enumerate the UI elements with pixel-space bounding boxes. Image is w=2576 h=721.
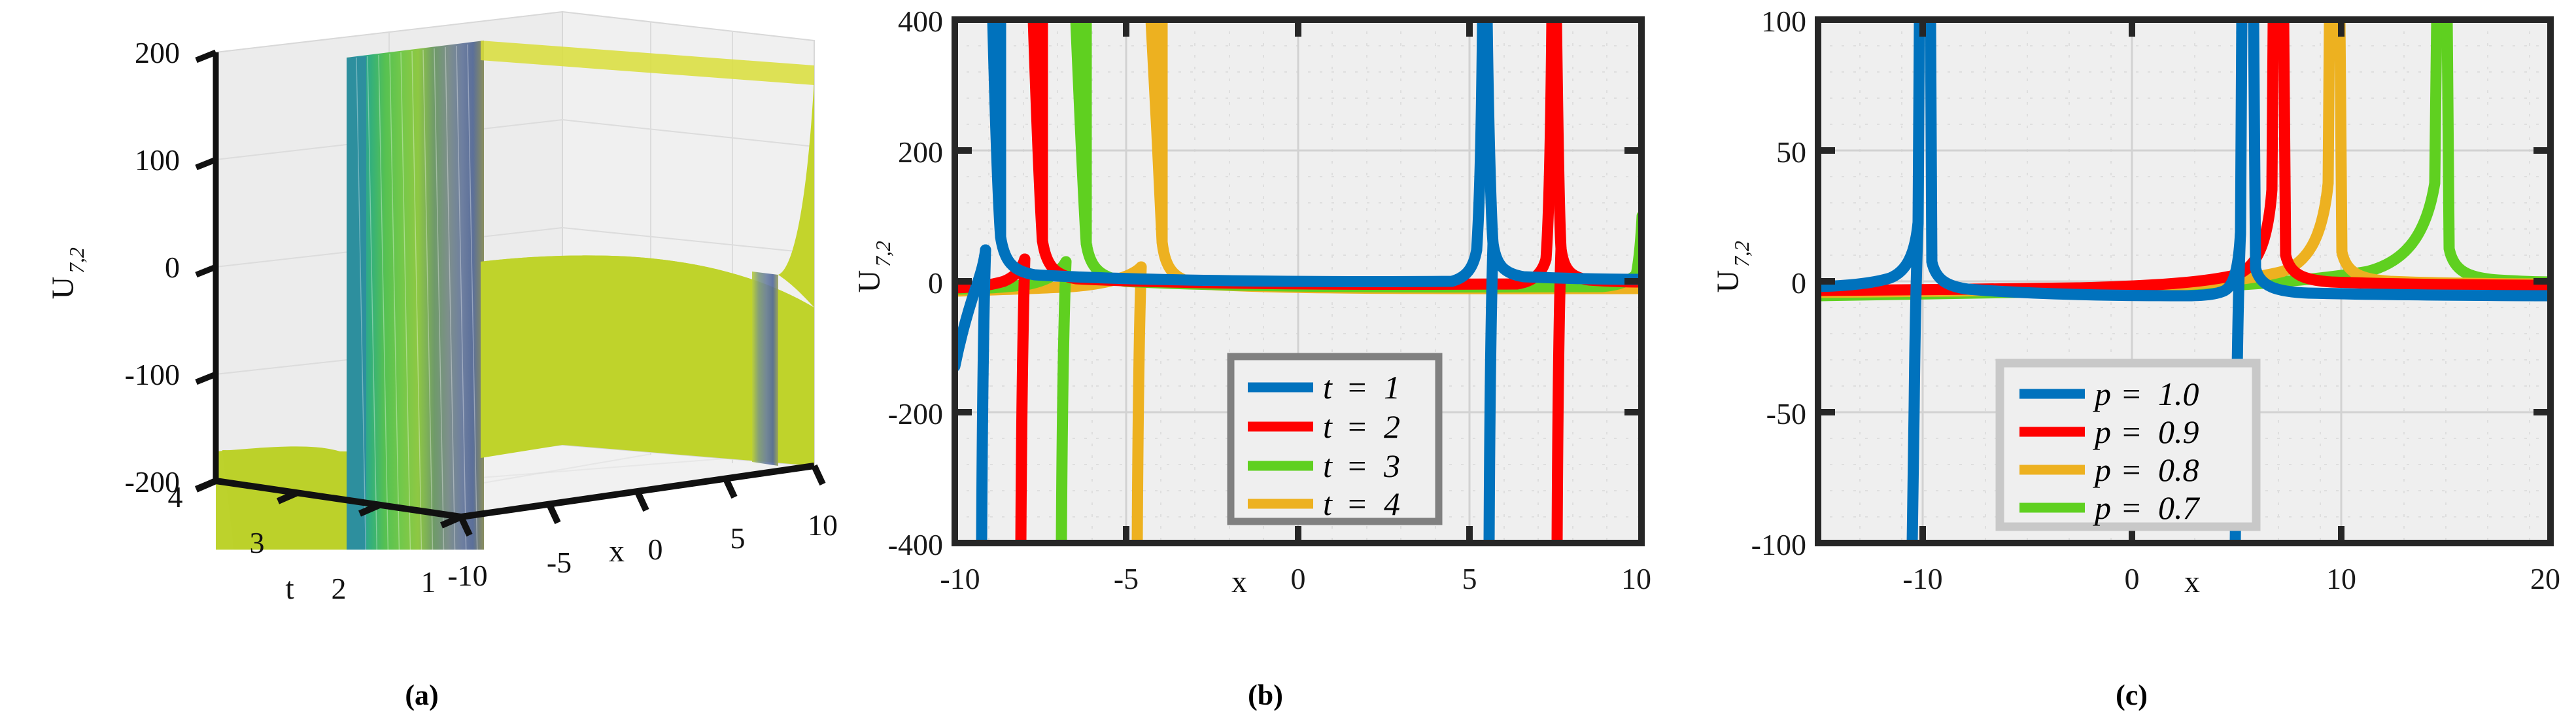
axis-y-label-c: U (1711, 270, 1745, 293)
legend-c[interactable]: p = 1.0 p = 0.9 p = 0.8 (1995, 359, 2261, 531)
panel-b-line-chart: 400 200 0 -200 -400 -10 -5 0 5 10 x U 7,… (844, 0, 1687, 721)
ztick-200: 200 (135, 36, 180, 69)
legend-label-b-0-eq: = (1346, 369, 1368, 406)
ytick-c-100: 100 (1761, 5, 1806, 38)
ticks-b (955, 20, 1641, 543)
xtick-c-neg10: -10 (1902, 562, 1942, 595)
legend-label-c-0-val: 1.0 (2158, 376, 2199, 412)
panel-c-caption: (c) (2116, 679, 2148, 711)
xtick-c-0: 0 (2125, 562, 2140, 595)
legend-b[interactable]: t = 1 t = 2 t = 3 t (1227, 353, 1443, 525)
xtick-5: 5 (730, 521, 746, 555)
legend-label-c-2-val: 0.8 (2158, 451, 2199, 488)
series-group-b (955, 20, 1641, 543)
axis-y-sublabel-b: 7,2 (871, 241, 895, 267)
panel-b-svg: 400 200 0 -200 -400 -10 -5 0 5 10 x U 7,… (852, 5, 1651, 599)
ttick-2: 2 (332, 572, 347, 605)
panel-a-caption: (a) (405, 679, 439, 711)
surface-mesh (216, 41, 814, 550)
axis-x: -10 -5 0 5 10 x (447, 463, 838, 592)
ytick-c-50: 50 (1776, 135, 1806, 169)
ztick-100: 100 (135, 143, 180, 177)
xtick-neg5: -5 (547, 546, 572, 579)
axis-y-sublabel-c: 7,2 (1730, 241, 1753, 267)
axis-z-sublabel: 7,2 (65, 247, 88, 273)
xtick-10: 10 (808, 508, 838, 542)
axis-x-label: x (609, 534, 625, 569)
ticks-c (1818, 20, 2550, 543)
legend-item-c-1[interactable]: p = 0.9 (2019, 413, 2199, 450)
legend-label-b-2-val: 3 (1383, 448, 1400, 484)
series-t1 (955, 20, 1641, 543)
xtick-neg10: -10 (447, 559, 487, 592)
xtick-b-neg10: -10 (940, 562, 980, 595)
xtick-b-5: 5 (1462, 562, 1477, 595)
panel-c-line-chart: 100 50 0 -50 -100 -10 0 10 20 x U 7,2 p (1687, 0, 2576, 721)
ytick-b-400: 400 (898, 5, 943, 38)
legend-item-c-3[interactable]: p = 0.7 (2019, 489, 2201, 526)
axis-t: 4 3 2 1 t (168, 478, 462, 606)
legend-label-c-3-val: 0.7 (2158, 489, 2201, 526)
axis-x-label-b: x (1231, 565, 1247, 599)
ytick-c-neg50: -50 (1766, 397, 1806, 431)
legend-item-b-3[interactable]: t = 4 (1248, 485, 1400, 522)
ytick-b-neg400: -400 (888, 528, 943, 561)
legend-label-b-0-var: t (1323, 369, 1333, 406)
legend-item-c-0[interactable]: p = 1.0 (2019, 376, 2199, 412)
ttick-4: 4 (168, 480, 183, 514)
xtick-0: 0 (648, 533, 663, 566)
ytick-b-neg200: -200 (888, 397, 943, 431)
panel-a-svg: 200 100 0 -100 -200 U 7,2 (46, 10, 838, 606)
panel-b-caption: (b) (1248, 679, 1283, 711)
legend-item-b-1[interactable]: t = 2 (1248, 408, 1400, 445)
series-p10 (1818, 20, 2550, 543)
xtick-c-10: 10 (2326, 562, 2356, 595)
xtick-b-neg5: -5 (1114, 562, 1139, 595)
axis-z-label: U (46, 277, 80, 300)
legend-label-b-2-var: t (1323, 448, 1333, 484)
legend-label-c-3-var: p (2093, 489, 2111, 526)
xtick-c-20: 20 (2530, 562, 2560, 595)
ytick-c-neg100: -100 (1751, 528, 1806, 561)
axis-x-label-c: x (2184, 565, 2200, 599)
legend-label-c-3-eq: = (2120, 489, 2142, 526)
legend-label-c-0-var: p (2093, 376, 2111, 412)
legend-label-c-2-eq: = (2120, 451, 2142, 488)
legend-item-b-0[interactable]: t = 1 (1248, 369, 1400, 406)
legend-label-b-2-eq: = (1346, 448, 1368, 484)
ztick-0: 0 (165, 251, 180, 284)
legend-label-b-1-var: t (1323, 408, 1333, 445)
axis-t-label: t (285, 571, 294, 606)
legend-label-b-0-val: 1 (1384, 369, 1400, 406)
legend-label-c-0-eq: = (2120, 376, 2142, 412)
xtick-b-10: 10 (1621, 562, 1651, 595)
ztick-neg200: -200 (125, 465, 180, 499)
legend-label-c-1-eq: = (2120, 413, 2142, 450)
legend-label-b-1-eq: = (1346, 408, 1368, 445)
axis-y-label-b: U (852, 270, 887, 293)
xtick-b-0: 0 (1291, 562, 1306, 595)
series-group-c (1818, 20, 2550, 543)
legend-label-c-2-var: p (2093, 451, 2111, 488)
legend-label-c-1-var: p (2093, 413, 2111, 450)
legend-label-c-1-val: 0.9 (2158, 413, 2199, 450)
legend-item-c-2[interactable]: p = 0.8 (2019, 451, 2199, 488)
axis-z: 200 100 0 -100 -200 U 7,2 (46, 36, 219, 499)
ttick-1: 1 (421, 565, 436, 599)
panel-c-svg: 100 50 0 -50 -100 -10 0 10 20 x U 7,2 p (1711, 5, 2560, 599)
ytick-c-0: 0 (1791, 266, 1806, 300)
legend-label-b-1-val: 2 (1384, 408, 1400, 445)
legend-item-b-2[interactable]: t = 3 (1248, 448, 1400, 484)
ttick-3: 3 (250, 526, 265, 559)
panel-a-3d-surface: 200 100 0 -100 -200 U 7,2 (0, 0, 844, 721)
ztick-neg100: -100 (125, 358, 180, 391)
legend-label-b-3-var: t (1323, 485, 1333, 522)
ytick-b-200: 200 (898, 135, 943, 169)
legend-label-b-3-eq: = (1346, 485, 1368, 522)
legend-label-b-3-val: 4 (1384, 485, 1400, 522)
ytick-b-0: 0 (928, 266, 943, 300)
